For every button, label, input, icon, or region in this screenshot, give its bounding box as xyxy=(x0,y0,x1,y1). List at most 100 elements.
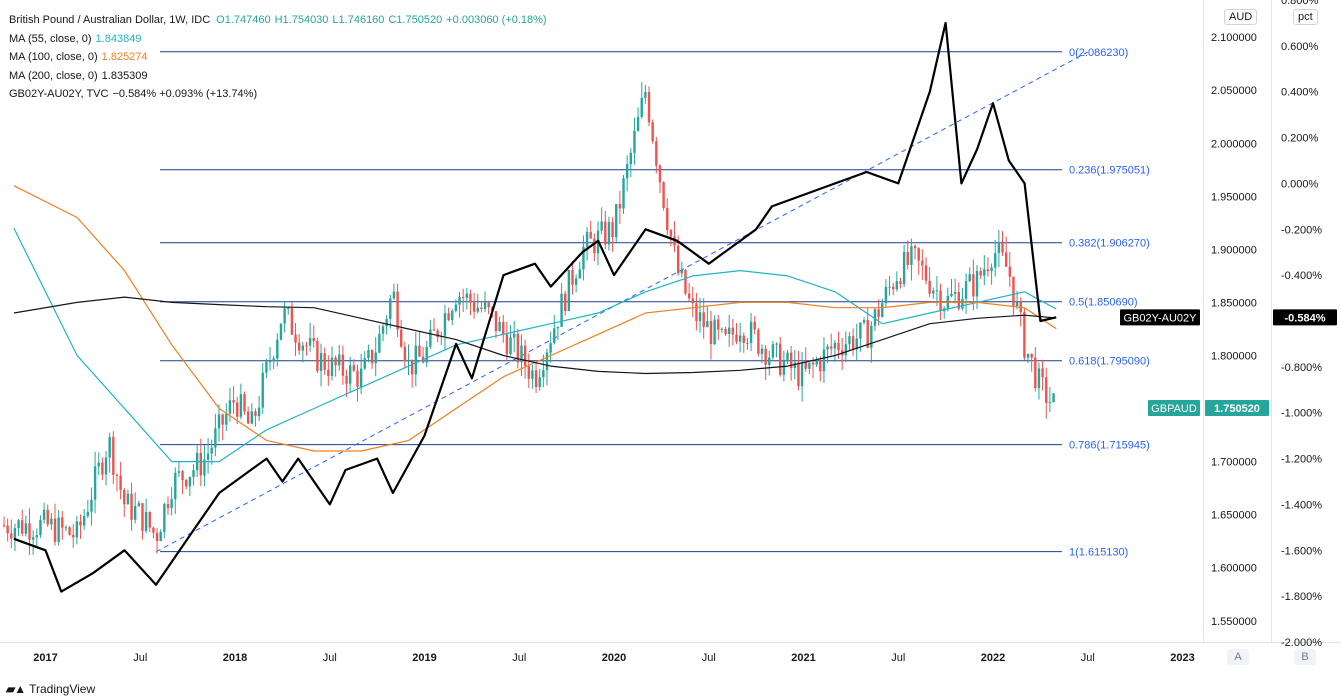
candle-body xyxy=(1008,266,1012,277)
candle-body xyxy=(979,271,982,276)
candle-body xyxy=(93,466,97,500)
candle-body xyxy=(921,260,924,266)
candle-body xyxy=(826,346,829,350)
tradingview-mark-icon: ▰▲ xyxy=(6,682,26,696)
candle-body xyxy=(611,222,614,238)
scale-button-b[interactable]: B xyxy=(1294,649,1316,665)
candle-body xyxy=(50,518,53,525)
candle-body xyxy=(345,375,348,384)
candle-body xyxy=(994,253,997,268)
right-axis-unit[interactable]: pct xyxy=(1293,9,1318,25)
candle-body xyxy=(789,352,793,369)
price-tag-label-bg-1 xyxy=(1148,399,1200,416)
candle-body xyxy=(957,291,960,309)
candle-body xyxy=(622,178,625,209)
candle-body xyxy=(480,307,483,309)
candle-body xyxy=(604,221,607,245)
candle-body xyxy=(199,452,202,476)
candle-body xyxy=(589,231,592,239)
candle-body xyxy=(334,357,337,366)
candle-body xyxy=(458,296,461,305)
candle-body xyxy=(290,308,294,335)
candle-body xyxy=(123,489,126,505)
candle-body xyxy=(261,372,264,408)
candle-body xyxy=(804,362,807,369)
candle-body xyxy=(28,523,31,540)
candle-body xyxy=(902,251,906,285)
candle-body xyxy=(356,370,359,387)
candle-body xyxy=(181,471,184,481)
candle-body xyxy=(837,342,840,351)
pct-axis-tick-2: -1.600% xyxy=(1281,545,1322,557)
candle-body xyxy=(647,92,651,123)
candle-body xyxy=(148,512,151,528)
candle-body xyxy=(644,92,647,98)
price-tag-value-1: 1.750520 xyxy=(1214,403,1260,415)
candle-body xyxy=(214,428,217,448)
price-axis-tick-1: 1.600000 xyxy=(1211,563,1257,575)
candle-body xyxy=(152,527,155,533)
pct-axis-tick-1: -1.800% xyxy=(1281,591,1322,603)
candle-body xyxy=(436,330,439,338)
candle-body xyxy=(545,352,549,371)
left-axis-unit[interactable]: AUD xyxy=(1224,9,1258,25)
time-axis-label-4: 2019 xyxy=(412,652,436,664)
candle-body xyxy=(330,357,334,376)
candle-body xyxy=(782,360,786,375)
candle-body xyxy=(1052,393,1055,403)
candle-body xyxy=(451,310,454,320)
candle-body xyxy=(46,509,49,525)
auto-scale-button[interactable]: A xyxy=(1227,649,1249,665)
candle-body xyxy=(301,345,305,351)
candle-body xyxy=(2,525,6,527)
candle-body xyxy=(520,345,523,363)
candle-body xyxy=(210,447,213,454)
candle-body xyxy=(232,400,235,403)
candle-body xyxy=(308,338,312,346)
candle-body xyxy=(793,362,796,369)
candle-body xyxy=(512,333,516,338)
candle-body xyxy=(1045,377,1048,403)
time-axis-label-0: 2017 xyxy=(33,652,57,664)
candle-body xyxy=(276,339,279,359)
candle-body xyxy=(910,246,913,265)
candle-body xyxy=(352,365,356,371)
chart-legend: British Pound / Australian Dollar, 1W, I… xyxy=(9,11,547,104)
candle-body xyxy=(133,506,137,520)
candle-body xyxy=(1012,276,1015,307)
candle-body xyxy=(888,286,891,288)
candle-body xyxy=(564,293,567,311)
candle-body xyxy=(1004,252,1008,267)
candle-body xyxy=(279,323,283,340)
price-axis-tick-0: 1.550000 xyxy=(1211,616,1257,628)
pct-axis-tick-9: -0.200% xyxy=(1281,224,1322,236)
pct-axis-tick-5: -1.000% xyxy=(1281,408,1322,420)
candle-body xyxy=(593,238,596,254)
time-axis-label-12: 2023 xyxy=(1170,652,1194,664)
candle-body xyxy=(13,528,17,539)
candle-body xyxy=(771,344,775,358)
candle-body xyxy=(370,350,374,364)
ma100-line xyxy=(13,185,1057,452)
plot-area xyxy=(0,0,1203,642)
candle-body xyxy=(636,116,640,131)
candle-body xyxy=(272,358,275,362)
candle-body xyxy=(502,321,505,335)
candle-body xyxy=(691,298,694,304)
price-axis-tick-9: 2.000000 xyxy=(1211,138,1257,150)
legend-high: H1.754030 xyxy=(274,14,329,26)
candle-body xyxy=(680,270,684,274)
candle-body xyxy=(254,411,257,417)
price-tag-value-bg-1 xyxy=(1205,399,1269,416)
candle-body xyxy=(713,319,716,345)
candle-body xyxy=(687,293,691,299)
candle-body xyxy=(381,326,385,334)
candle-body xyxy=(42,509,46,520)
fib-level-label-6: 1(1.615130) xyxy=(1069,547,1128,559)
candle-body xyxy=(800,362,804,387)
candle-body xyxy=(17,520,20,529)
tradingview-logo[interactable]: ▰▲ TradingView xyxy=(6,682,95,696)
time-axis-label-5: Jul xyxy=(512,652,526,664)
candle-body xyxy=(392,291,396,299)
